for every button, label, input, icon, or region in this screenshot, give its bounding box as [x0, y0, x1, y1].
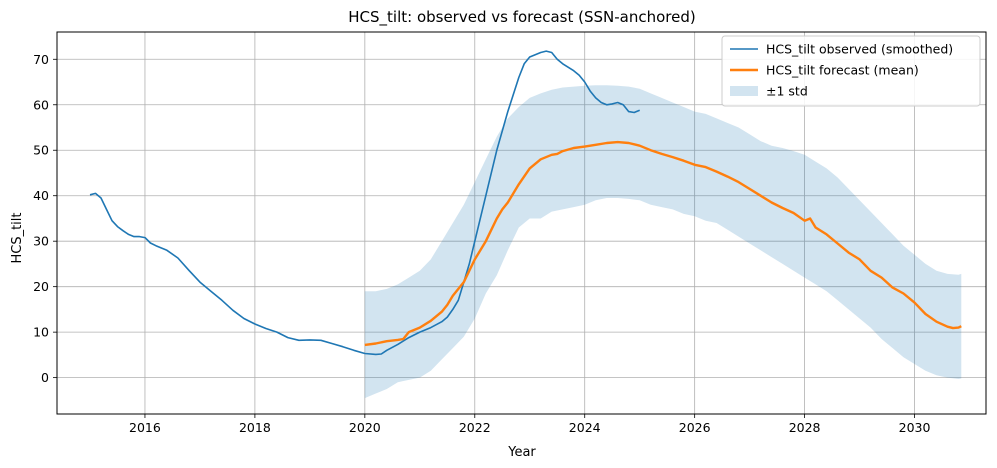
legend-observed-label: HCS_tilt observed (smoothed)	[766, 42, 953, 57]
x-axis-ticks: 2016 2018 2020 2022 2024 2026 2028 2030	[129, 414, 930, 435]
x-tick-label: 2024	[569, 420, 601, 435]
y-tick-label: 30	[33, 234, 49, 249]
y-tick-label: 20	[33, 279, 49, 294]
axes-frame	[56, 31, 987, 415]
series-lines	[89, 50, 962, 356]
plot-area: 2016 2018 2020 2022 2024 2026 2028 2030 0102030…	[33, 31, 987, 435]
std-band	[364, 85, 962, 399]
y-tick-label: 70	[33, 52, 49, 67]
x-tick-label: 2030	[899, 420, 931, 435]
std-band-area	[364, 85, 962, 399]
x-tick-label: 2026	[679, 420, 711, 435]
x-tick-label: 2016	[129, 420, 161, 435]
y-tick-label: 50	[33, 143, 49, 158]
x-tick-label: 2018	[239, 420, 271, 435]
x-tick-label: 2028	[789, 420, 821, 435]
y-tick-label: 0	[41, 370, 49, 385]
y-axis-ticks: 0 10 20 30 40 50 60 70	[33, 52, 57, 385]
legend-band-swatch	[730, 86, 758, 96]
legend-box	[721, 35, 981, 107]
grid-lines	[57, 32, 986, 414]
y-tick-label: 40	[33, 188, 49, 203]
legend-forecast-label: HCS_tilt forecast (mean)	[766, 63, 919, 78]
legend: HCS_tilt observed (smoothed) HCS_tilt for…	[721, 35, 981, 107]
chart-title: HCS_tilt: observed vs forecast (SSN-anch…	[348, 8, 695, 27]
x-axis-label: Year	[507, 445, 536, 460]
y-tick-label: 60	[33, 97, 49, 112]
observed-series-line	[89, 50, 641, 356]
forecast-series-line	[364, 140, 962, 347]
x-tick-label: 2022	[459, 420, 491, 435]
legend-band-label: ±1 std	[766, 84, 808, 99]
y-axis-label: HCS_tilt	[10, 212, 25, 263]
y-tick-label: 10	[33, 325, 49, 340]
x-tick-label: 2020	[349, 420, 381, 435]
